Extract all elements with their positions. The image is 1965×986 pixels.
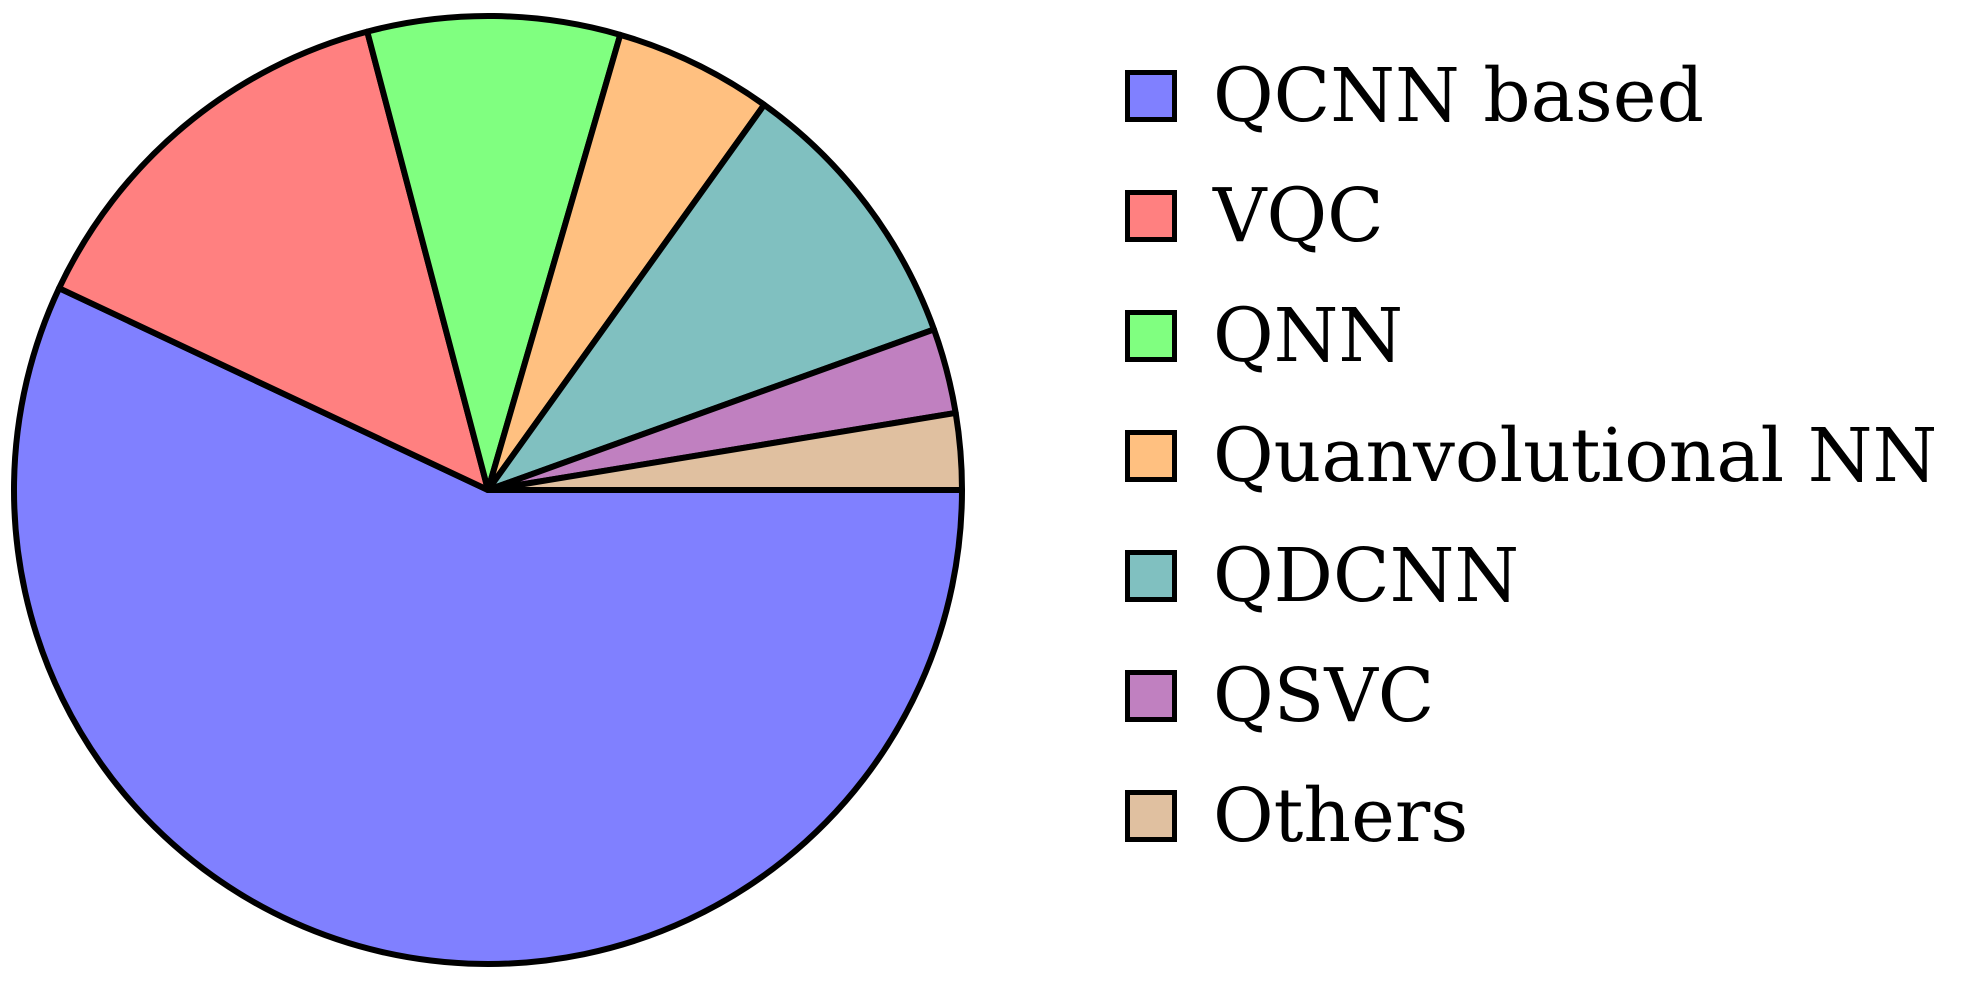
legend-swatch bbox=[1125, 430, 1177, 482]
pie-slices bbox=[11, 13, 965, 967]
legend-label: QNN bbox=[1213, 293, 1404, 379]
legend-swatch bbox=[1125, 790, 1177, 842]
legend-swatch bbox=[1125, 70, 1177, 122]
legend-label: QDCNN bbox=[1213, 533, 1520, 619]
legend-label: VQC bbox=[1213, 173, 1384, 259]
pie-slice-others bbox=[485, 409, 965, 493]
legend-item-others: Others bbox=[1125, 756, 1955, 876]
legend-item-qdcnn: QDCNN bbox=[1125, 516, 1955, 636]
chart-legend: QCNN based VQC QNN Quanvolutional NN QDCNN QS… bbox=[1125, 36, 1955, 876]
legend-swatch bbox=[1125, 310, 1177, 362]
pie-slice-quanvolutional-nn bbox=[485, 31, 768, 493]
pie-slice-qcnn-based bbox=[11, 285, 965, 967]
legend-item-qnn: QNN bbox=[1125, 276, 1955, 396]
pie-slice-qdcnn bbox=[485, 101, 937, 493]
legend-swatch bbox=[1125, 190, 1177, 242]
legend-item-qsvc: QSVC bbox=[1125, 636, 1955, 756]
legend-label: Quanvolutional NN bbox=[1213, 413, 1938, 499]
legend-swatch bbox=[1125, 550, 1177, 602]
legend-item-qcnn-based: QCNN based bbox=[1125, 36, 1955, 156]
legend-swatch bbox=[1125, 670, 1177, 722]
legend-item-quanvolutional-nn: Quanvolutional NN bbox=[1125, 396, 1955, 516]
legend-label: QCNN based bbox=[1213, 53, 1704, 139]
legend-item-vqc: VQC bbox=[1125, 156, 1955, 276]
pie-slice-vqc bbox=[56, 28, 491, 493]
legend-label: QSVC bbox=[1213, 653, 1435, 739]
pie-slice-qnn bbox=[364, 13, 624, 493]
legend-label: Others bbox=[1213, 773, 1469, 859]
